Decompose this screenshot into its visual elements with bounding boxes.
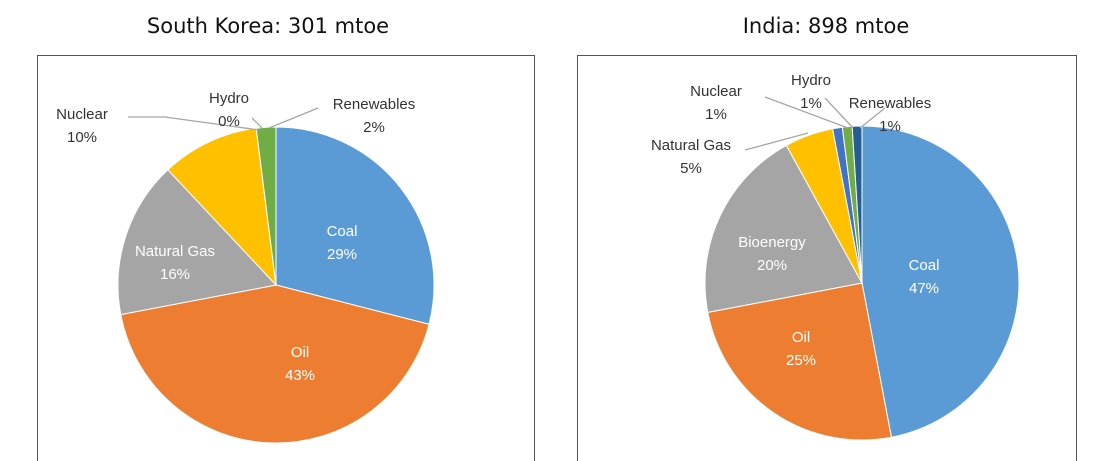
pie-slice [707,282,893,441]
slice-value-label: 1% [879,118,901,135]
pie-slice [861,125,1020,438]
slice-value-label: 20% [757,257,787,274]
pie-slice [117,169,277,316]
slice-label: Natural Gas [135,243,215,260]
slice-label: Coal [327,223,358,240]
pie-slice [275,126,435,325]
slice-label: Nuclear [56,106,108,123]
pie-slice [255,126,277,286]
slice-label: Renewables [849,95,932,112]
leader-line [744,132,809,151]
pie-slice [120,284,430,444]
slice-value-label: 25% [786,352,816,369]
slice-label: Oil [792,329,810,346]
leader-line [251,117,263,129]
slice-value-label: 43% [285,367,315,384]
slice-label: Bioenergy [738,234,806,251]
leader-line [268,107,319,129]
leader-line [128,116,260,131]
leader-line [859,107,886,129]
slice-value-label: 1% [705,106,727,123]
slice-value-label: 29% [327,246,357,263]
slice-label: Nuclear [690,83,742,100]
slice-label: Renewables [333,96,416,113]
slice-value-label: 47% [909,280,939,297]
pie-slice [704,144,863,314]
slice-label: Natural Gas [651,137,731,154]
slice-label: Coal [909,257,940,274]
slice-value-label: 10% [67,129,97,146]
slice-label: Hydro [209,90,249,107]
slice-value-label: 2% [363,119,385,136]
slice-value-label: 1% [800,95,822,112]
slice-label: Hydro [791,72,831,89]
slice-value-label: 0% [218,113,240,130]
slice-value-label: 5% [680,160,702,177]
leader-line [764,96,849,129]
chart-title: South Korea: 301 mtoe [147,14,389,38]
chart-title: India: 898 mtoe [743,14,910,38]
slice-value-label: 16% [160,266,190,283]
leader-line [824,97,854,129]
slice-label: Oil [291,344,309,361]
